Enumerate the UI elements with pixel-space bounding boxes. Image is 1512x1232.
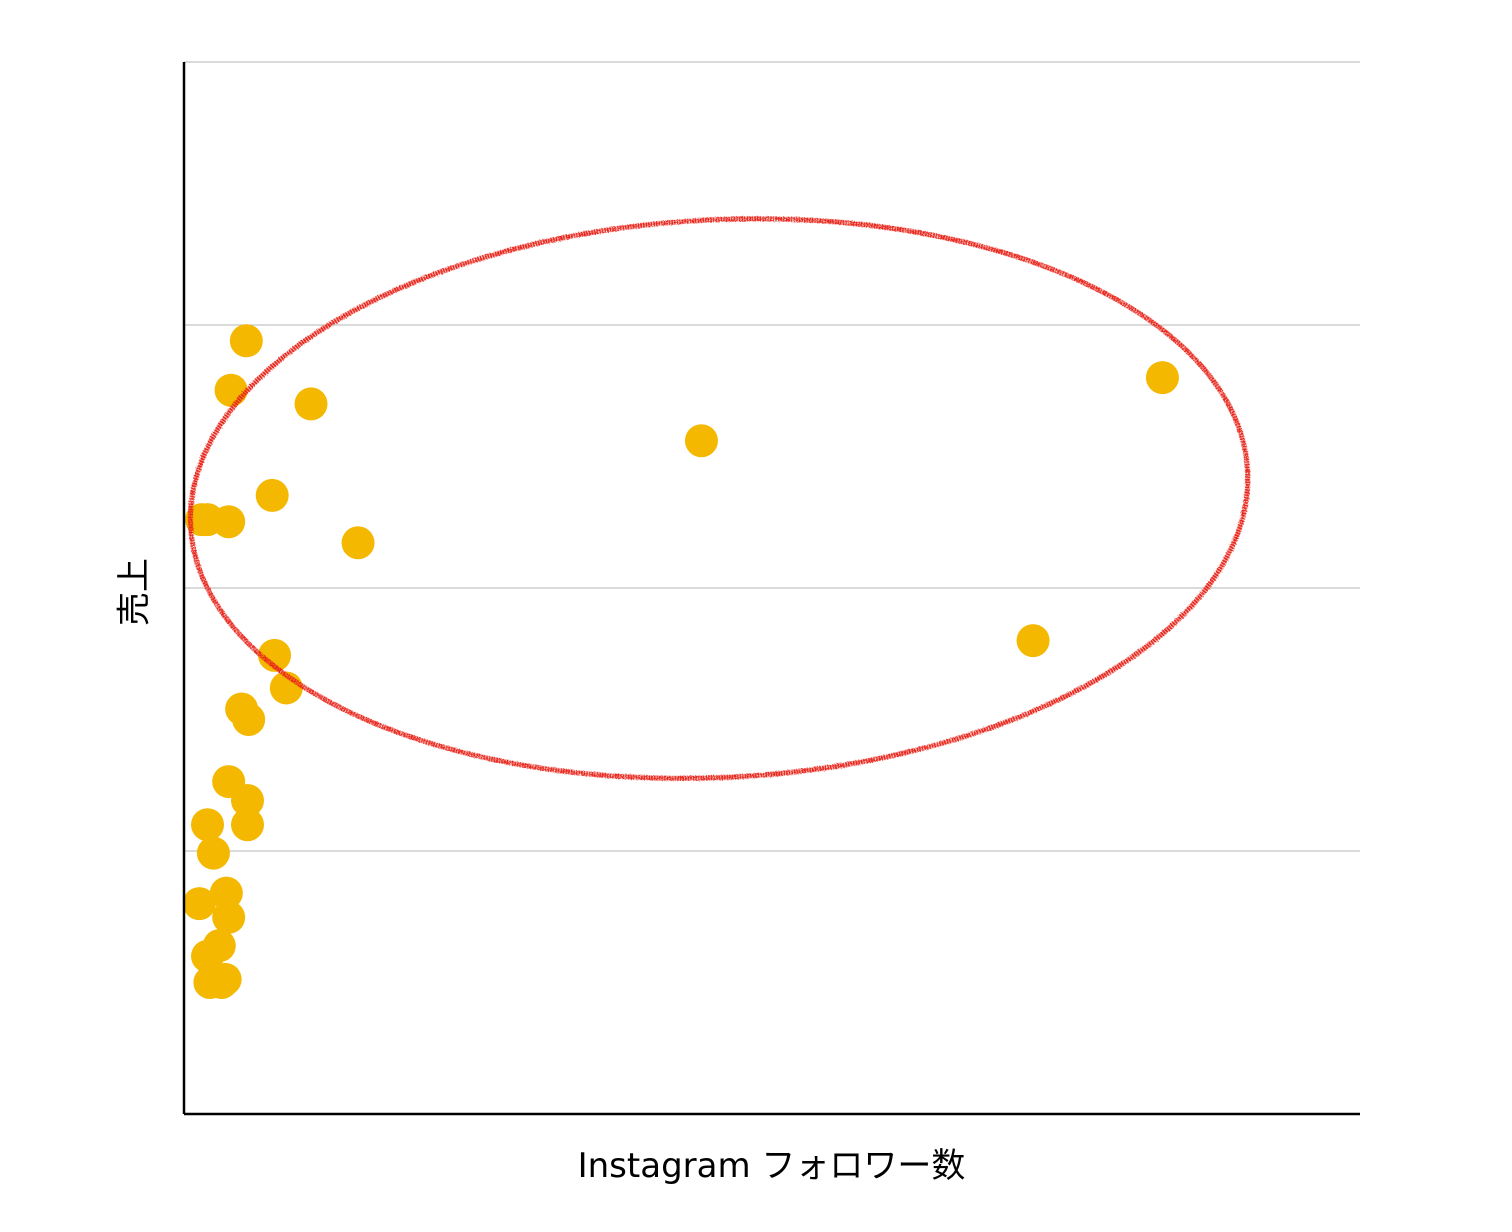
data-point-4 <box>684 424 718 458</box>
data-point-20 <box>196 836 230 870</box>
gridlines <box>184 61 1360 852</box>
data-point-2 <box>214 373 248 407</box>
data-point-22 <box>182 887 216 921</box>
data-point-10 <box>341 526 375 560</box>
x-axis-label: Instagram フォロワー数 <box>578 1146 966 1186</box>
highlight-ellipse <box>187 216 1251 781</box>
annotation-ellipse-group <box>187 216 1251 781</box>
y-axis-label: 売上 <box>115 558 155 626</box>
data-point-3 <box>294 387 328 421</box>
data-point-5 <box>1145 361 1179 395</box>
data-point-1 <box>229 324 263 358</box>
data-points <box>182 324 1179 999</box>
data-point-23 <box>212 900 246 934</box>
data-point-9 <box>212 505 246 539</box>
data-point-25 <box>191 939 225 973</box>
data-point-18 <box>191 808 225 842</box>
data-point-19 <box>231 808 265 842</box>
data-point-28 <box>205 966 239 999</box>
data-point-21 <box>209 876 243 910</box>
data-point-15 <box>232 703 266 736</box>
data-point-12 <box>258 638 292 672</box>
data-point-6 <box>255 478 289 512</box>
data-point-11 <box>1016 624 1050 658</box>
data-point-17 <box>231 784 265 818</box>
